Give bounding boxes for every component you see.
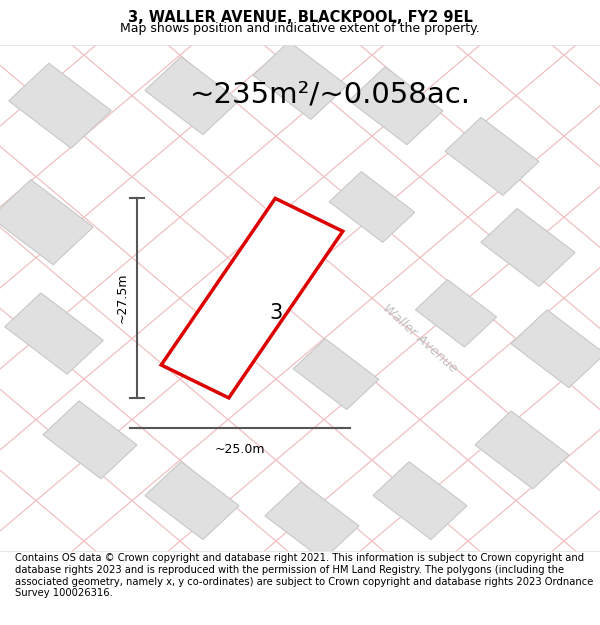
Polygon shape [5, 293, 103, 374]
Polygon shape [253, 41, 347, 119]
Polygon shape [145, 462, 239, 539]
Polygon shape [415, 279, 497, 347]
Polygon shape [265, 482, 359, 560]
Text: Waller Avenue: Waller Avenue [380, 302, 460, 376]
Polygon shape [161, 198, 343, 398]
Polygon shape [145, 57, 239, 134]
Polygon shape [293, 339, 379, 409]
Text: ~235m²/~0.058ac.: ~235m²/~0.058ac. [190, 81, 470, 109]
Text: 3: 3 [269, 303, 283, 323]
Polygon shape [511, 310, 600, 388]
Polygon shape [9, 63, 111, 148]
Polygon shape [0, 179, 93, 265]
Text: ~27.5m: ~27.5m [116, 273, 129, 323]
Polygon shape [373, 462, 467, 539]
Polygon shape [349, 67, 443, 145]
Text: Map shows position and indicative extent of the property.: Map shows position and indicative extent… [120, 22, 480, 35]
Text: 3, WALLER AVENUE, BLACKPOOL, FY2 9EL: 3, WALLER AVENUE, BLACKPOOL, FY2 9EL [128, 10, 472, 25]
Polygon shape [43, 401, 137, 479]
Text: ~25.0m: ~25.0m [215, 444, 265, 456]
Polygon shape [445, 118, 539, 196]
Text: Contains OS data © Crown copyright and database right 2021. This information is : Contains OS data © Crown copyright and d… [15, 554, 593, 598]
Polygon shape [475, 411, 569, 489]
Polygon shape [481, 209, 575, 286]
Polygon shape [329, 172, 415, 242]
